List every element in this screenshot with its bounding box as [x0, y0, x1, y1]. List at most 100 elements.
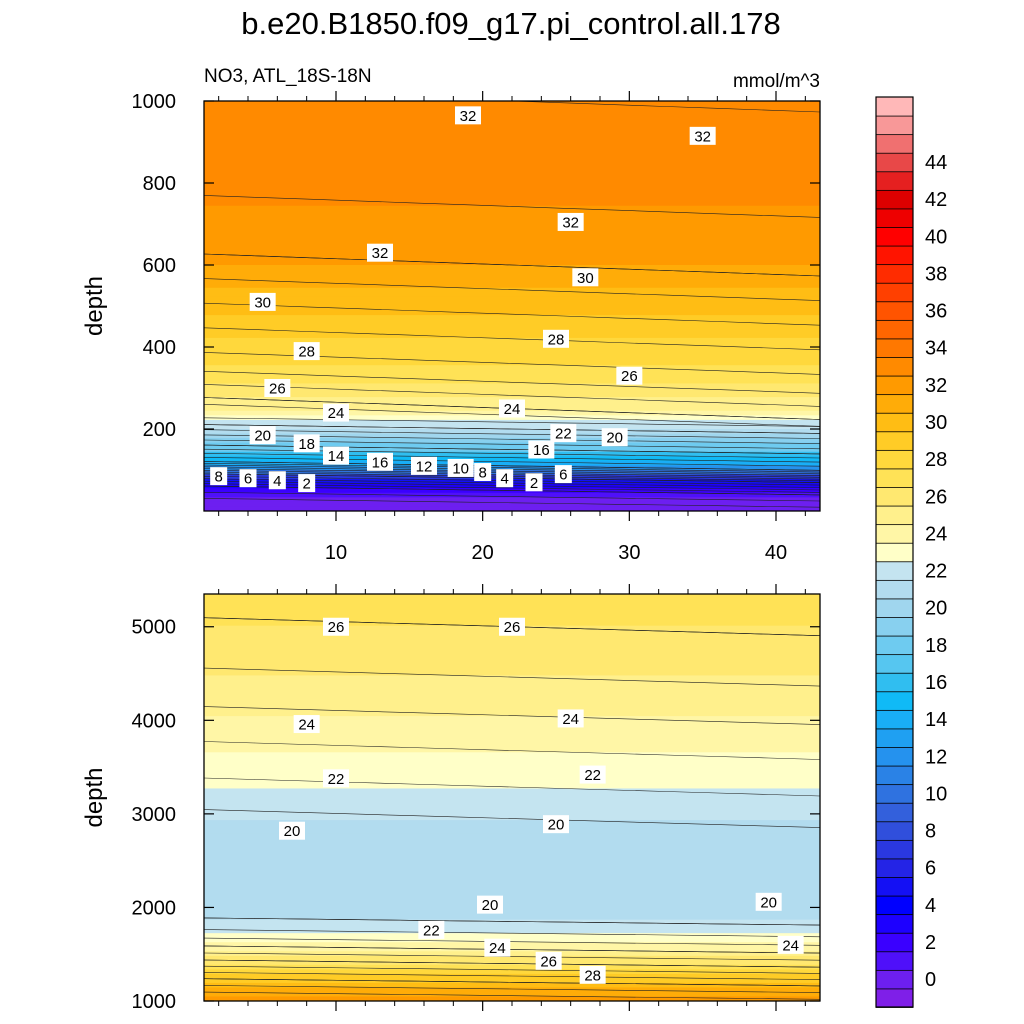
colorbar-swatch [875, 282, 914, 303]
contour-band [204, 883, 820, 889]
contour-label: 24 [489, 940, 506, 957]
contour-label: 24 [562, 711, 579, 728]
contour-band [204, 438, 820, 444]
contour-band [204, 337, 820, 344]
contour-band [204, 892, 820, 898]
contour-band [204, 442, 820, 448]
contour-band [204, 838, 820, 844]
contour-label-box [484, 938, 511, 957]
contour-band [204, 666, 820, 672]
contour-line [204, 461, 820, 471]
colorbar: 0246810121416182022242628303234363840424… [875, 96, 947, 1008]
contour-label: 22 [423, 922, 440, 939]
colorbar-swatch [875, 263, 914, 284]
contour-band [204, 919, 820, 925]
chart-subtitle-left: NO3, ATL_18S-18N [204, 66, 372, 87]
contour-band [204, 865, 820, 871]
contour-label-box [528, 440, 555, 459]
contour-label-box [550, 424, 577, 443]
contour-band [204, 369, 820, 375]
contour-line [204, 985, 820, 993]
contour-band [204, 292, 820, 298]
colorbar-swatch [875, 765, 914, 786]
colorbar-swatch [875, 449, 914, 470]
contour-band [204, 594, 820, 600]
contour-line [204, 991, 820, 1000]
contour-line [204, 457, 820, 467]
contour-band [204, 365, 820, 371]
colorbar-swatch [875, 152, 914, 173]
contour-band [204, 648, 820, 654]
contour-label: 18 [298, 436, 315, 453]
contour-band [204, 675, 820, 681]
colorbar-swatch [875, 226, 914, 247]
contour-label-box [323, 769, 349, 788]
lower-panel: 28 26 24 24 22 20 20 20 20 22 22 24 24 26 26 1000 2000 30… [81, 584, 821, 1013]
contour-band [204, 661, 820, 667]
contour-label-box [418, 920, 445, 939]
contour-label-box [557, 709, 584, 728]
contour-band [204, 670, 820, 676]
colorbar-swatch [875, 709, 914, 730]
contour-label: 32 [562, 214, 579, 231]
contour-band [204, 128, 820, 134]
contour-line [204, 463, 820, 473]
contour-label: 20 [760, 894, 777, 911]
contour-label-box [499, 617, 525, 636]
contour-label-box [447, 458, 474, 477]
contour-band [204, 847, 820, 853]
contour-label: 16 [372, 454, 389, 471]
contour-label: 20 [482, 897, 499, 914]
colorbar-swatch [875, 969, 914, 990]
contour-label-box [367, 452, 393, 471]
colorbar-tick-label: 34 [925, 338, 947, 360]
colorbar-tick-label: 32 [925, 375, 947, 397]
contour-band [204, 783, 820, 790]
contour-label-box [264, 379, 291, 397]
contour-band [204, 684, 820, 690]
contour-band [204, 333, 820, 339]
contour-label-box [279, 821, 305, 840]
contour-label-box [601, 428, 628, 447]
contour-band [204, 711, 820, 717]
contour-band [204, 415, 820, 421]
colorbar-swatch [875, 412, 914, 433]
contour-band [204, 964, 820, 970]
colorbar-tick-label: 12 [925, 746, 947, 768]
contour-field [204, 594, 820, 1001]
contour-band [204, 607, 820, 613]
contour-label-box [499, 399, 525, 418]
contour-band [204, 693, 820, 699]
colorbar-swatch [875, 375, 914, 396]
contour-band [204, 246, 820, 252]
contour-label-box [474, 463, 492, 482]
contour-label: 32 [460, 108, 477, 125]
contour-label: 26 [328, 619, 345, 636]
contour-band [204, 388, 820, 394]
colorbar-swatch [875, 690, 914, 711]
contour-band [204, 657, 820, 663]
contour-band [204, 973, 820, 979]
y-tick-label: 200 [143, 419, 176, 441]
contour-band [204, 196, 820, 202]
colorbar-swatch [875, 598, 914, 618]
colorbar-swatch [875, 635, 914, 656]
contour-band [204, 729, 820, 735]
colorbar-tick-label: 4 [925, 895, 936, 917]
colorbar-tick-label: 22 [925, 561, 947, 583]
contour-label-box [323, 403, 349, 422]
colorbar-swatch [875, 115, 914, 136]
contour-band [204, 164, 820, 170]
contour-band [204, 806, 820, 812]
contour-band [204, 643, 820, 649]
contour-band [204, 201, 820, 207]
colorbar-tick-label: 30 [925, 412, 947, 434]
contour-band [204, 114, 820, 120]
contour-label-box [323, 446, 349, 465]
contour-band [204, 716, 820, 722]
contour-band [204, 151, 820, 157]
contour-band [204, 688, 820, 695]
contour-band [204, 738, 820, 744]
